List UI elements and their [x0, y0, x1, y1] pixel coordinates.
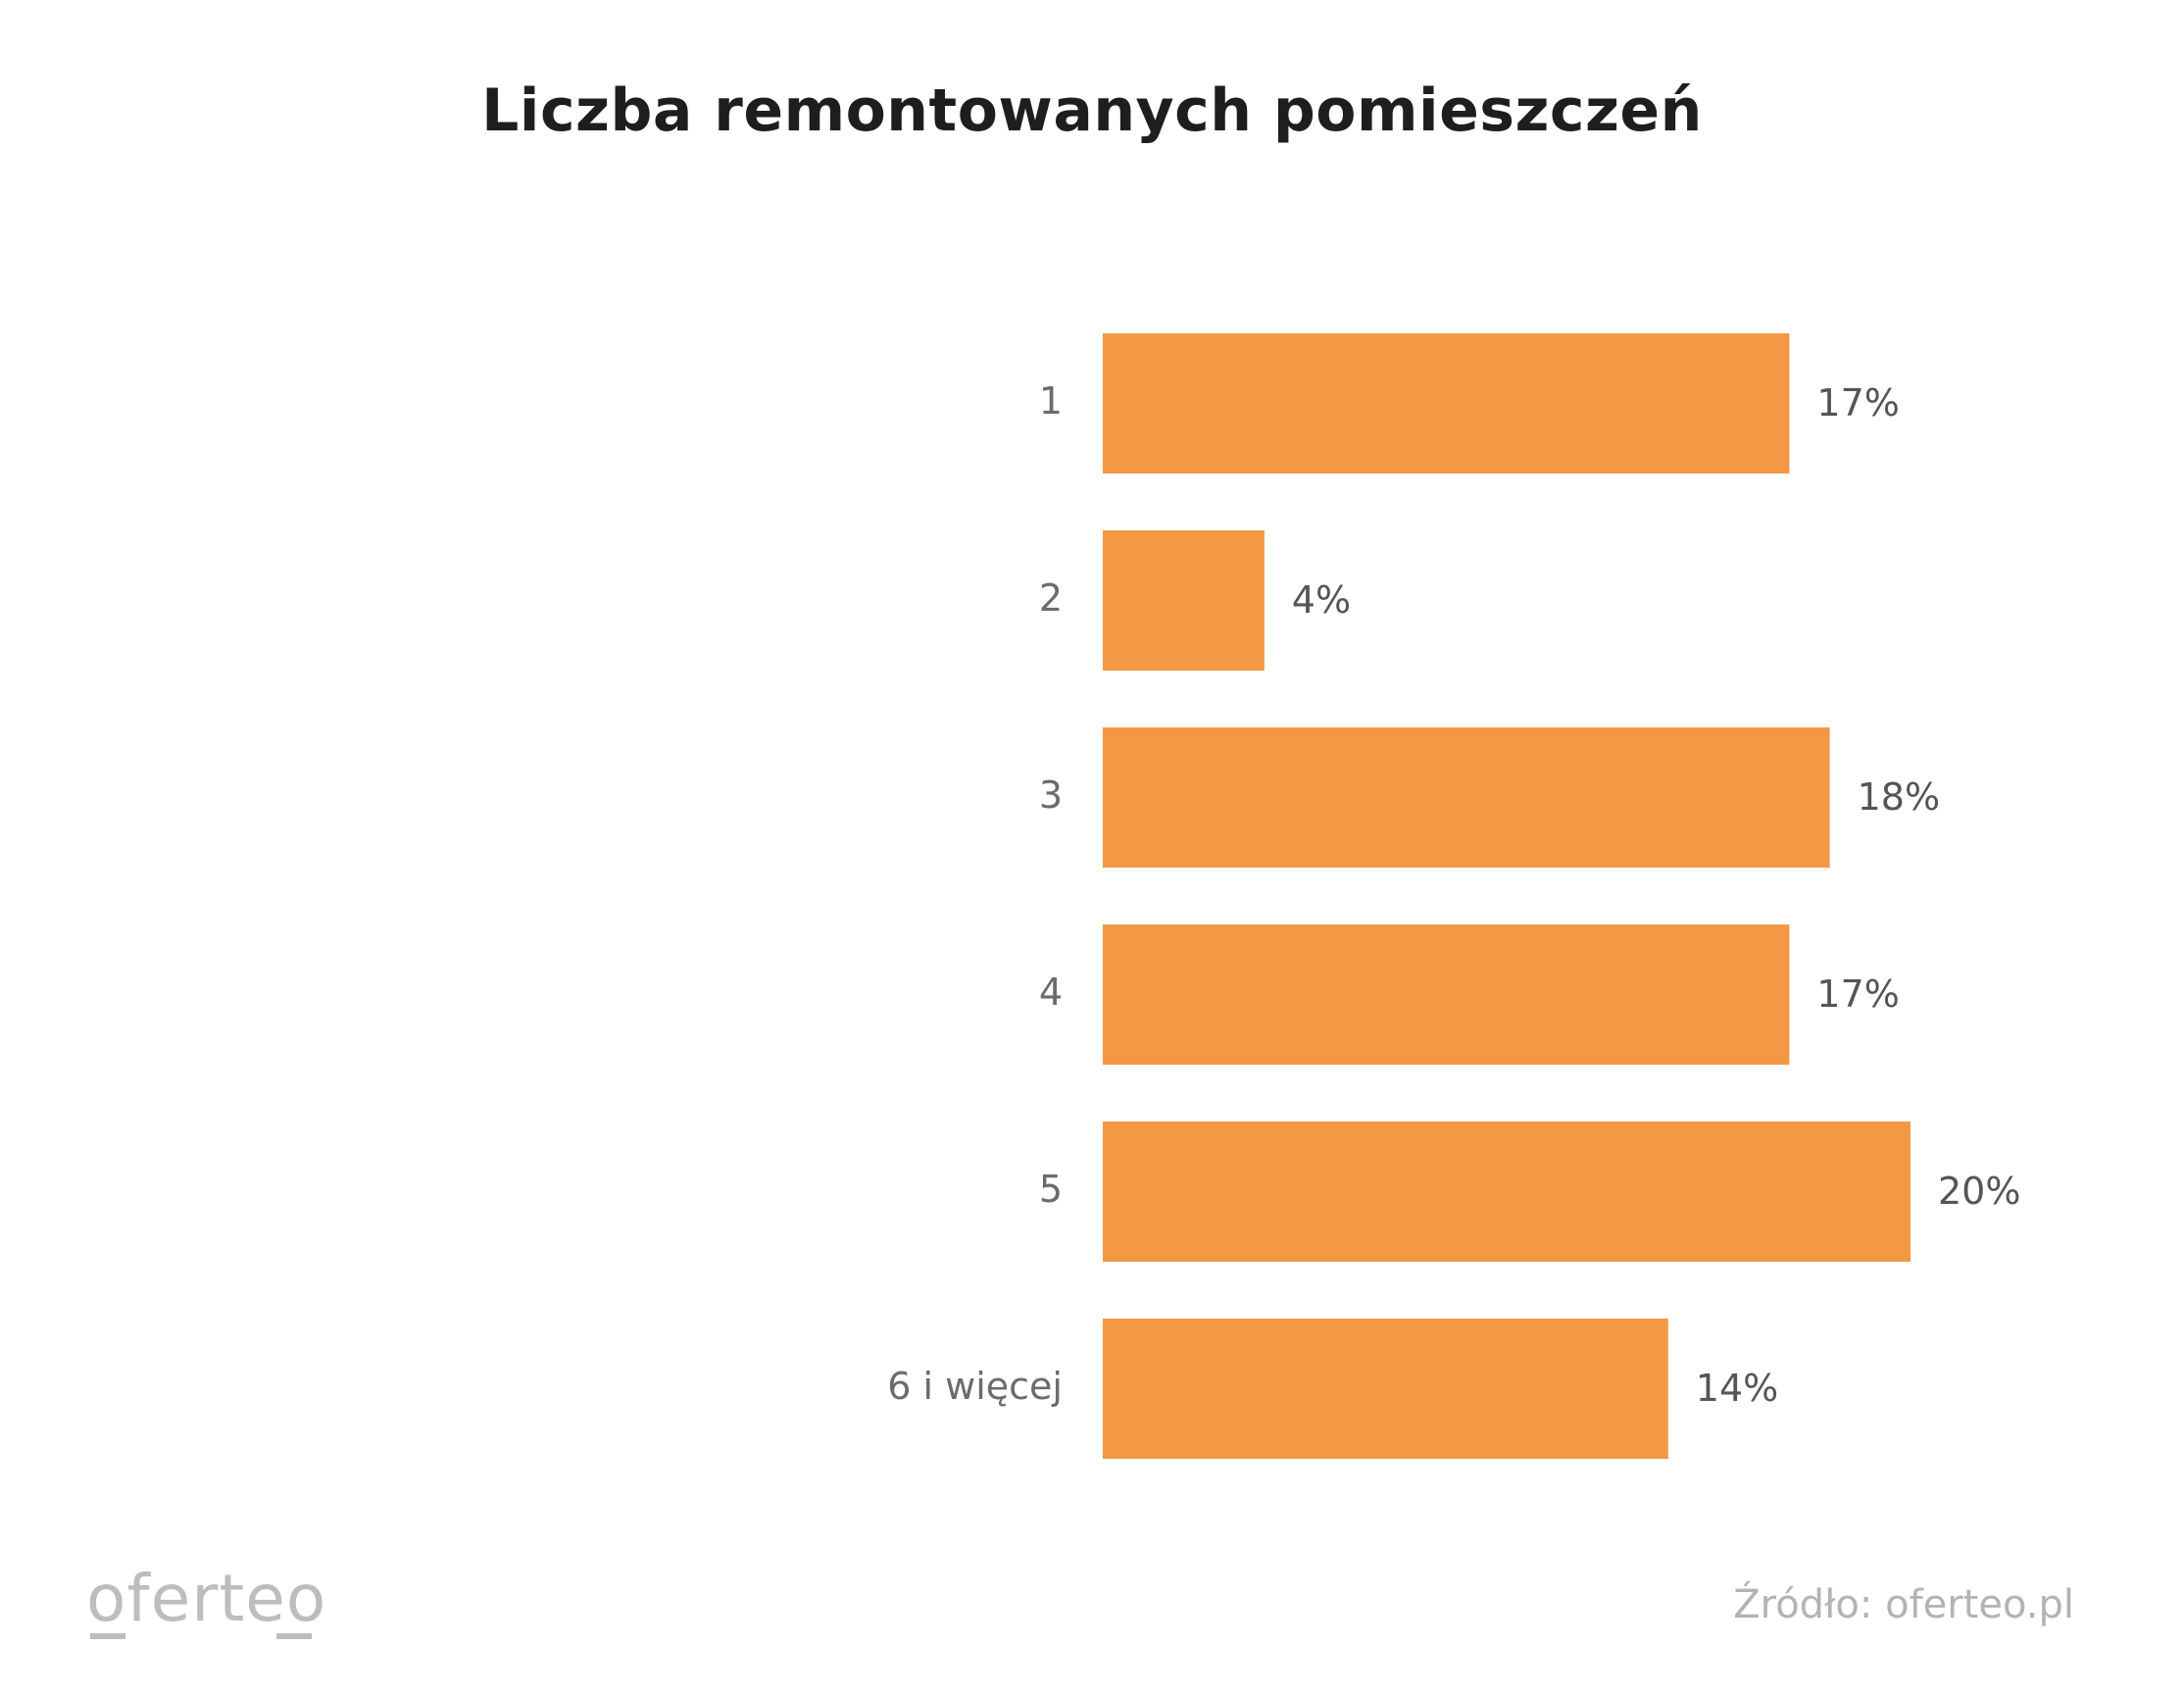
oferteo-logo: oferteo [86, 1561, 327, 1636]
category-label-4: 4 [1039, 971, 1063, 1014]
bar-4 [1103, 924, 1790, 1065]
bar-5 [1103, 1122, 1911, 1262]
value-label-3: 18% [1858, 775, 1940, 819]
bars-group: 1 17% 2 4% 3 18% 4 17% 5 20% 6 i więcej 14% [887, 333, 2020, 1459]
category-label-1: 1 [1039, 379, 1063, 423]
value-label-1: 17% [1816, 381, 1899, 424]
value-label-6: 14% [1696, 1367, 1778, 1410]
bar-1 [1103, 333, 1790, 474]
value-label-5: 20% [1938, 1170, 2020, 1213]
bar-3 [1103, 727, 1830, 868]
category-label-5: 5 [1039, 1168, 1063, 1211]
logo-underline-left [90, 1633, 125, 1639]
bar-2 [1103, 530, 1265, 671]
bar-6 [1103, 1319, 1668, 1459]
source-note: Źródło: oferteo.pl [1733, 1582, 2074, 1627]
category-label-2: 2 [1039, 576, 1063, 620]
category-label-6: 6 i więcej [887, 1365, 1063, 1408]
category-label-3: 3 [1039, 774, 1063, 817]
logo-underline-right [276, 1633, 312, 1639]
value-label-2: 4% [1292, 578, 1351, 622]
value-label-4: 17% [1816, 973, 1899, 1016]
chart-title: Liczba remontowanych pomieszczeń [481, 76, 1703, 145]
